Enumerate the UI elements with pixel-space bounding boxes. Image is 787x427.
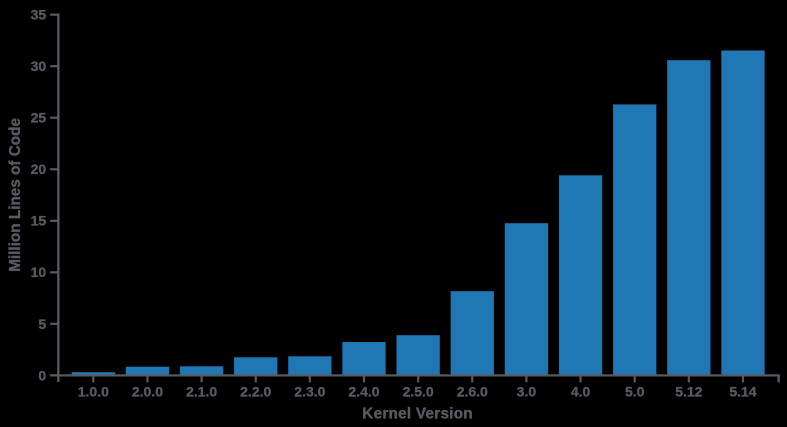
svg-text:3.0: 3.0 bbox=[517, 384, 537, 400]
svg-text:2.5.0: 2.5.0 bbox=[403, 384, 434, 400]
svg-text:5.12: 5.12 bbox=[675, 384, 702, 400]
svg-text:Million Lines of Code: Million Lines of Code bbox=[7, 118, 24, 272]
svg-text:4.0: 4.0 bbox=[571, 384, 591, 400]
svg-text:2.1.0: 2.1.0 bbox=[186, 384, 217, 400]
svg-text:Kernel Version: Kernel Version bbox=[362, 405, 473, 422]
svg-text:2.4.0: 2.4.0 bbox=[348, 384, 379, 400]
svg-text:5: 5 bbox=[38, 316, 46, 332]
svg-text:1.0.0: 1.0.0 bbox=[78, 384, 109, 400]
svg-text:35: 35 bbox=[31, 7, 47, 23]
svg-text:15: 15 bbox=[31, 213, 47, 229]
svg-text:20: 20 bbox=[31, 161, 47, 177]
svg-text:2.2.0: 2.2.0 bbox=[240, 384, 271, 400]
svg-text:30: 30 bbox=[31, 58, 47, 74]
svg-text:10: 10 bbox=[31, 264, 47, 280]
svg-text:2.6.0: 2.6.0 bbox=[457, 384, 488, 400]
svg-text:5.14: 5.14 bbox=[729, 384, 756, 400]
svg-text:2.0.0: 2.0.0 bbox=[132, 384, 163, 400]
svg-text:2.3.0: 2.3.0 bbox=[294, 384, 325, 400]
svg-text:0: 0 bbox=[38, 367, 46, 383]
svg-text:25: 25 bbox=[31, 110, 47, 126]
svg-text:5.0: 5.0 bbox=[625, 384, 645, 400]
